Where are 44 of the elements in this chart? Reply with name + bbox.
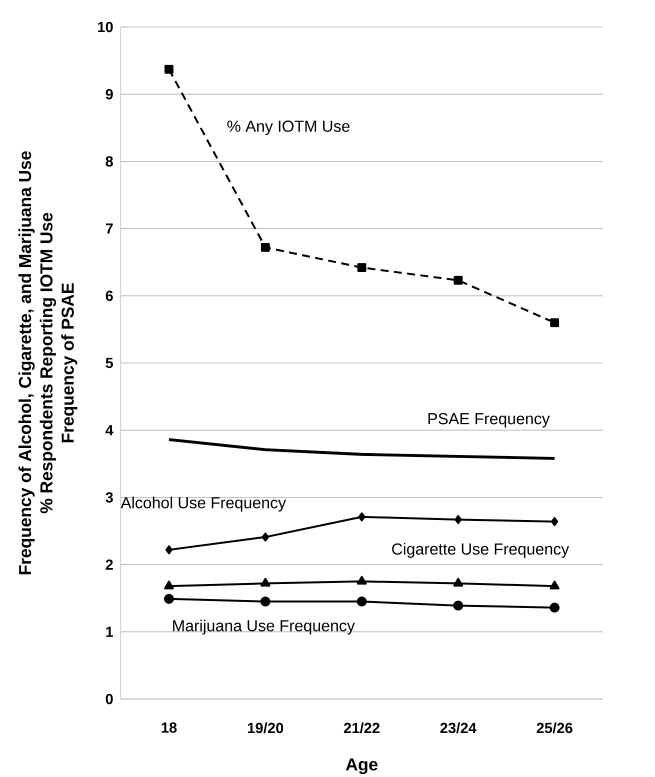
x-tick-label: 23/24 [440,722,476,734]
point [164,580,174,590]
y-tick-label: 8 [106,156,113,167]
point [165,545,173,554]
series-label: Cigarette Use Frequency [392,542,570,558]
point [550,602,560,613]
series-label: % Any IOTM Use [227,120,350,136]
y-tick-label: 10 [98,22,113,32]
point [356,596,367,607]
point [260,596,270,607]
y-tick-label: 7 [106,224,113,234]
x-tick-label: 25/26 [536,722,572,734]
point [454,276,463,285]
y-tick-label: 9 [106,89,113,100]
line-series [168,438,556,460]
point [164,594,174,604]
point [453,578,464,587]
y-tick-label: 2 [106,559,113,570]
point [358,512,366,522]
y-tick-label: 1 [106,626,113,637]
point [260,578,270,587]
point [262,532,269,542]
series-label: PSAE Frequency [428,413,550,428]
x-tick-label: 19/20 [248,722,284,734]
point [260,242,270,252]
y-axis-title: Frequency of Alcohol, Cigarette, and Marijuana Use % Respondents Reporting IOTM Use Frequency of PSAE [18,151,78,574]
series-label: Marijuana Use Frequency [173,620,355,635]
x-axis-title: Age [346,758,378,774]
point [550,580,560,590]
y-tick-label: 5 [106,358,113,368]
point [356,576,367,585]
y-tick-label: 0 [106,694,113,704]
y-tick-label: 3 [106,492,113,503]
point [454,515,462,524]
x-tick-label: 18 [162,722,177,733]
y-tick-label: 6 [106,290,113,301]
point [357,263,366,272]
point [550,318,560,328]
series-label: Alcohol Use Frequency [120,496,286,512]
point [453,600,464,611]
x-tick-label: 21/22 [344,722,380,734]
point [550,517,558,526]
point [164,64,174,74]
y-tick-label: 4 [105,425,114,436]
